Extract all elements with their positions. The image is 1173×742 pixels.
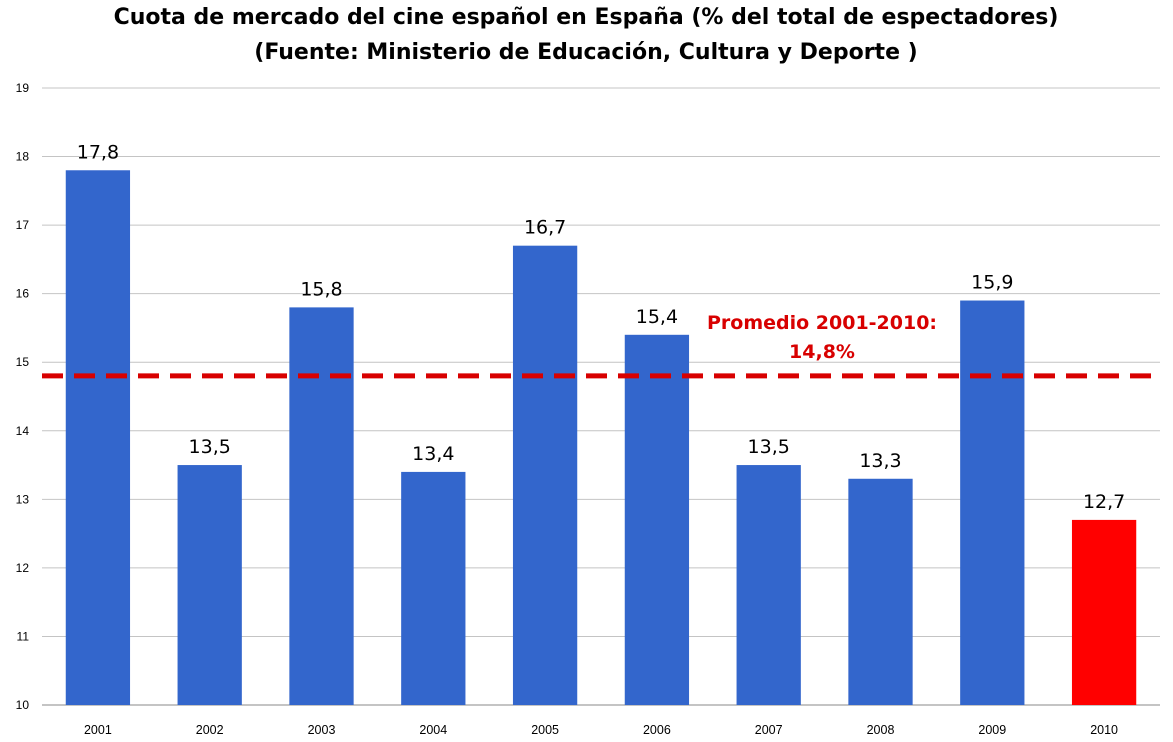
y-tick-label-15: 15 (16, 355, 30, 369)
value-label-2001: 17,8 (77, 141, 119, 163)
average-label-line-2: 14,8% (789, 341, 855, 363)
average-annotation: Promedio 2001-2010: 14,8% (707, 312, 937, 363)
value-label-2010: 12,7 (1083, 491, 1125, 513)
chart-subtitle: (Fuente: Ministerio de Educación, Cultur… (254, 40, 917, 65)
y-tick-label-16: 16 (16, 287, 30, 301)
value-label-2006: 15,4 (636, 306, 678, 328)
y-axis-ticks: 10 11 12 13 14 15 16 17 18 19 (16, 81, 30, 712)
value-label-2007: 13,5 (748, 436, 790, 458)
bar-2005 (512, 245, 578, 705)
value-label-2008: 13,3 (859, 450, 901, 472)
value-label-2003: 15,8 (300, 278, 342, 300)
bars (65, 170, 1137, 705)
y-tick-label-13: 13 (16, 492, 30, 506)
value-label-2002: 13,5 (189, 436, 231, 458)
average-label-line-1: Promedio 2001-2010: (707, 312, 937, 334)
chart-title: Cuota de mercado del cine español en Esp… (114, 5, 1059, 30)
value-label-2004: 13,4 (412, 443, 454, 465)
x-axis-ticks: 2001 2002 2003 2004 2005 2006 2007 2008 2009 2010 (84, 723, 1118, 737)
x-tick-label-2010: 2010 (1090, 723, 1118, 737)
y-tick-label-10: 10 (16, 698, 30, 712)
value-label-2005: 16,7 (524, 217, 566, 239)
y-tick-label-12: 12 (16, 561, 30, 575)
x-tick-label-2003: 2003 (308, 723, 336, 737)
bar-2010 (1071, 519, 1137, 705)
value-labels: 17,8 13,5 15,8 13,4 16,7 15,4 13,5 13,3 15,9 12,7 (77, 141, 1126, 513)
bar-2008 (848, 478, 913, 705)
y-tick-label-11: 11 (17, 629, 30, 643)
x-tick-label-2008: 2008 (867, 723, 895, 737)
x-tick-label-2004: 2004 (419, 723, 447, 737)
bar-2001 (65, 170, 131, 705)
x-tick-label-2006: 2006 (643, 723, 671, 737)
bar-2003 (289, 307, 354, 705)
y-tick-label-17: 17 (16, 218, 30, 232)
y-tick-label-18: 18 (16, 150, 30, 164)
bar-2006 (624, 334, 690, 705)
y-tick-label-14: 14 (16, 424, 30, 438)
bar-2009 (960, 300, 1025, 705)
bar-2002 (177, 465, 242, 705)
x-tick-label-2001: 2001 (84, 723, 112, 737)
x-tick-label-2009: 2009 (978, 723, 1006, 737)
x-tick-label-2005: 2005 (531, 723, 559, 737)
bar-2004 (401, 471, 466, 705)
y-tick-label-19: 19 (16, 81, 30, 95)
value-label-2009: 15,9 (971, 272, 1013, 294)
bar-2007 (736, 465, 801, 705)
x-tick-label-2007: 2007 (755, 723, 783, 737)
x-tick-label-2002: 2002 (196, 723, 224, 737)
